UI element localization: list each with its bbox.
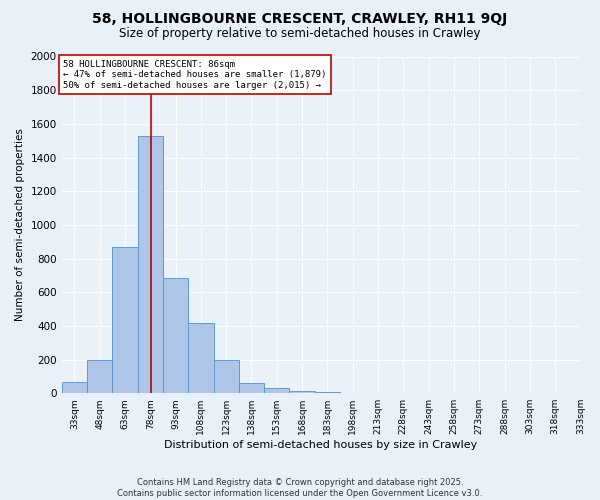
Bar xyxy=(264,388,289,393)
Bar xyxy=(62,382,87,393)
Y-axis label: Number of semi-detached properties: Number of semi-detached properties xyxy=(15,128,25,322)
Text: Size of property relative to semi-detached houses in Crawley: Size of property relative to semi-detach… xyxy=(119,28,481,40)
Text: Contains HM Land Registry data © Crown copyright and database right 2025.
Contai: Contains HM Land Registry data © Crown c… xyxy=(118,478,482,498)
Bar xyxy=(239,383,264,393)
Bar xyxy=(137,136,163,393)
Bar xyxy=(87,360,112,393)
Bar xyxy=(315,392,340,393)
Bar xyxy=(163,278,188,393)
Bar xyxy=(112,246,137,393)
Bar xyxy=(289,390,315,393)
Bar xyxy=(214,360,239,393)
Text: 58 HOLLINGBOURNE CRESCENT: 86sqm
← 47% of semi-detached houses are smaller (1,87: 58 HOLLINGBOURNE CRESCENT: 86sqm ← 47% o… xyxy=(64,60,327,90)
X-axis label: Distribution of semi-detached houses by size in Crawley: Distribution of semi-detached houses by … xyxy=(164,440,478,450)
Text: 58, HOLLINGBOURNE CRESCENT, CRAWLEY, RH11 9QJ: 58, HOLLINGBOURNE CRESCENT, CRAWLEY, RH1… xyxy=(92,12,508,26)
Bar xyxy=(188,324,214,393)
